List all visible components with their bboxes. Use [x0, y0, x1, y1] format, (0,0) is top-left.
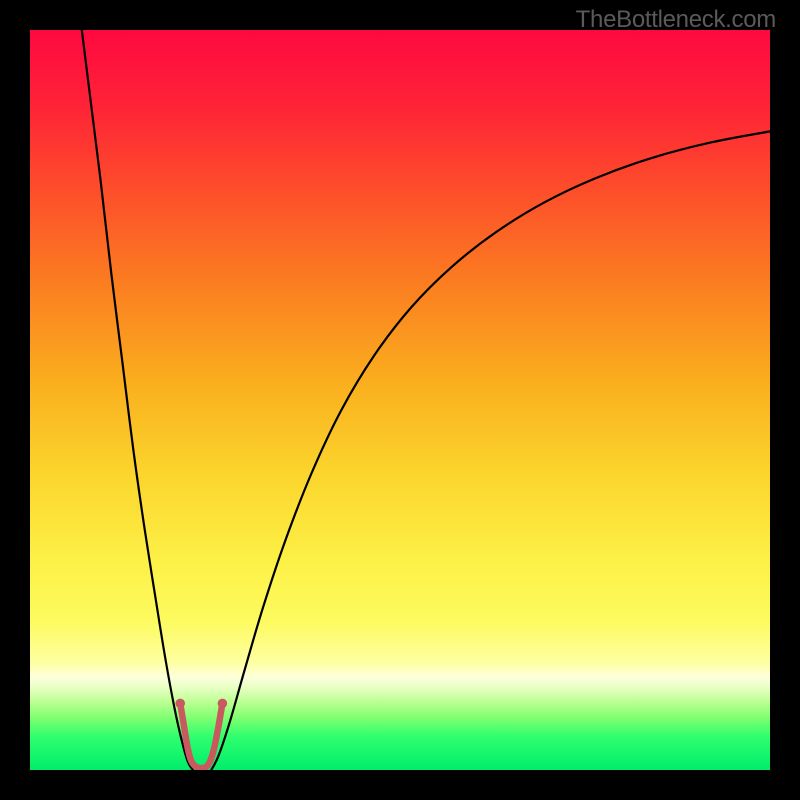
watermark-text: TheBottleneck.com: [576, 6, 776, 34]
gradient-background: [30, 30, 770, 770]
chart-container: [30, 30, 770, 770]
valley-dot: [175, 699, 185, 709]
bottleneck-curve-chart: [30, 30, 770, 770]
valley-dot: [218, 699, 228, 709]
